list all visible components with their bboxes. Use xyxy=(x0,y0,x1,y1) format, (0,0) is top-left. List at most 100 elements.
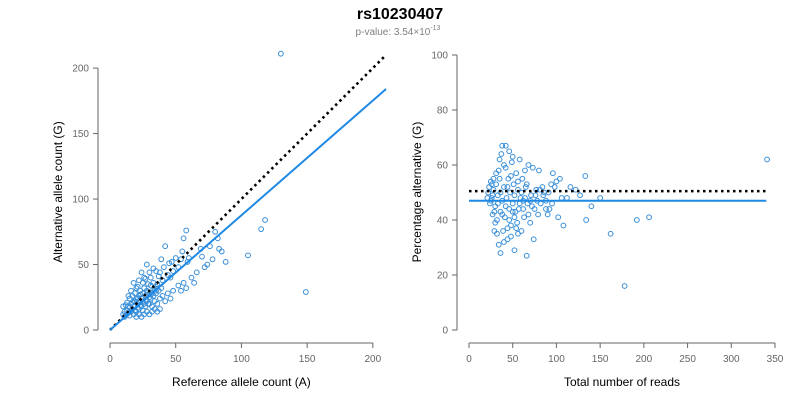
data-point xyxy=(497,250,504,256)
data-point xyxy=(496,156,503,163)
data-point xyxy=(137,291,144,298)
data-point xyxy=(167,295,174,302)
data-point xyxy=(147,274,154,281)
data-point xyxy=(154,300,161,307)
data-point xyxy=(506,206,513,212)
data-point xyxy=(199,253,205,260)
data-point xyxy=(183,285,190,291)
data-point xyxy=(120,303,127,310)
data-point xyxy=(160,264,167,271)
data-point xyxy=(509,153,516,160)
data-point xyxy=(492,219,499,226)
data-point xyxy=(166,260,173,267)
data-point xyxy=(532,192,539,199)
data-point xyxy=(193,269,200,276)
data-point xyxy=(495,167,502,174)
y-tick-label: 200 xyxy=(72,64,89,75)
data-point xyxy=(548,181,555,188)
data-point xyxy=(514,219,520,226)
data-point xyxy=(150,265,157,272)
data-point xyxy=(535,211,541,218)
data-point xyxy=(508,173,514,179)
x-tick-label: 0 xyxy=(466,354,472,365)
data-point xyxy=(764,156,771,163)
y-tick-label: 0 xyxy=(442,326,448,337)
data-point xyxy=(145,300,152,307)
y-tick-label: 0 xyxy=(83,326,89,337)
data-point xyxy=(515,178,521,185)
y-tick-label: 60 xyxy=(437,161,449,172)
x-tick-label: 100 xyxy=(548,354,565,365)
data-point xyxy=(128,287,134,294)
data-point xyxy=(218,248,225,255)
data-point xyxy=(170,287,176,294)
data-point xyxy=(504,236,511,243)
data-point xyxy=(125,293,132,299)
data-point xyxy=(191,279,198,286)
data-point xyxy=(499,211,506,218)
data-point xyxy=(508,233,514,240)
data-point xyxy=(550,170,556,177)
data-point xyxy=(582,173,589,179)
x-tick-label: 350 xyxy=(767,354,784,365)
data-point xyxy=(137,287,144,294)
data-point xyxy=(519,175,526,182)
data-point xyxy=(523,181,530,188)
data-point xyxy=(525,211,532,218)
data-point xyxy=(564,195,570,201)
y-axis-label: Percentage alternative (G) xyxy=(410,122,424,263)
data-point xyxy=(588,203,595,210)
x-axis-label: Reference allele count (A) xyxy=(172,375,311,389)
data-point xyxy=(513,170,520,177)
data-point xyxy=(529,203,535,210)
data-point xyxy=(138,269,145,276)
p-value-exponent: -13 xyxy=(430,25,440,32)
data-point xyxy=(175,282,182,289)
data-point xyxy=(162,243,169,250)
data-point xyxy=(136,277,142,284)
data-point xyxy=(597,195,604,201)
data-point xyxy=(245,252,251,259)
data-point xyxy=(511,192,518,199)
allele-count-scatter-plot: 0 50 100 150 200 0 50 100 150 200 Reference allele… xyxy=(51,50,387,389)
data-point xyxy=(607,230,614,237)
data-point xyxy=(158,256,165,263)
data-point xyxy=(164,290,171,297)
data-point xyxy=(262,217,268,223)
data-point xyxy=(546,206,553,212)
data-point xyxy=(507,189,513,196)
data-point xyxy=(523,252,530,259)
data-point xyxy=(180,235,187,242)
x-tick-label: 50 xyxy=(170,354,182,365)
data-point xyxy=(277,50,284,57)
data-point xyxy=(516,156,523,163)
x-tick-label: 150 xyxy=(592,354,609,365)
data-point xyxy=(147,291,154,298)
data-point xyxy=(489,192,496,199)
data-point xyxy=(501,162,507,168)
data-point xyxy=(498,151,505,157)
y-tick-label: 50 xyxy=(78,260,90,271)
x-tick-label: 300 xyxy=(723,354,740,365)
data-point xyxy=(162,298,169,305)
fit-line xyxy=(109,88,387,331)
data-point xyxy=(139,279,146,286)
data-point xyxy=(511,247,518,254)
data-point xyxy=(488,181,495,188)
reference-dotted-line xyxy=(109,54,387,331)
y-tick-label: 100 xyxy=(431,51,448,62)
data-point xyxy=(501,239,507,245)
data-point xyxy=(512,208,519,215)
data-point xyxy=(157,306,163,312)
data-point xyxy=(129,299,136,306)
data-point xyxy=(146,269,153,276)
data-point xyxy=(143,261,150,268)
y-tick-label: 100 xyxy=(72,195,89,206)
x-tick-label: 250 xyxy=(679,354,696,365)
data-point xyxy=(516,200,523,207)
data-point xyxy=(509,208,516,215)
data-point xyxy=(258,226,265,233)
data-point xyxy=(525,162,532,168)
data-point xyxy=(513,225,520,232)
